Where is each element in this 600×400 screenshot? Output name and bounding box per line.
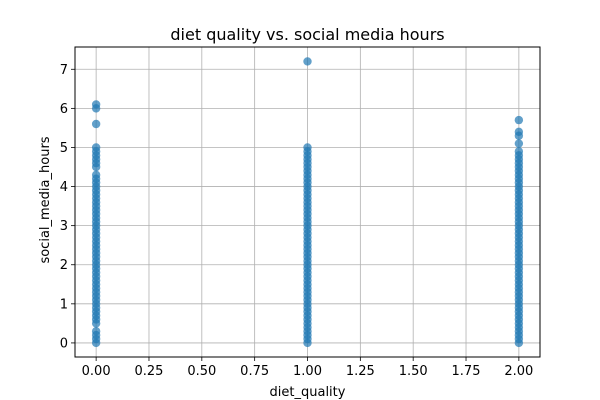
- scatter-point: [303, 57, 312, 66]
- x-axis-ticks: 0.00 0.25 0.50 0.75 1.00 1.25 1.50 1.75 2.00: [82, 357, 533, 379]
- scatter-point: [91, 100, 101, 109]
- y-tick-label: 1: [60, 297, 68, 312]
- y-tick-label: 4: [60, 180, 68, 195]
- scatter-point: [303, 143, 312, 152]
- scatter-point: [514, 115, 524, 125]
- y-tick-label: 7: [60, 63, 68, 78]
- scatter-point: [91, 170, 101, 180]
- y-tick-label: 5: [60, 141, 68, 156]
- x-tick-label: 1.00: [293, 364, 322, 379]
- x-tick-label: 0.50: [187, 364, 216, 379]
- x-tick-label: 0.00: [82, 364, 111, 379]
- scatter-point: [91, 119, 101, 129]
- x-tick-label: 1.50: [399, 364, 428, 379]
- scatter-point: [91, 326, 101, 336]
- x-axis-label: diet_quality: [270, 385, 346, 400]
- y-tick-label: 3: [60, 219, 68, 234]
- scatter-point: [91, 143, 101, 152]
- chart-title: diet quality vs. social media hours: [170, 25, 444, 44]
- x-tick-label: 0.75: [240, 364, 269, 379]
- y-tick-label: 0: [60, 336, 68, 351]
- data-points: [91, 57, 524, 348]
- x-tick-label: 0.25: [135, 364, 164, 379]
- x-tick-label: 1.25: [346, 364, 375, 379]
- y-axis-label: social_media_hours: [38, 136, 53, 263]
- scatter-point: [514, 139, 524, 148]
- y-tick-label: 2: [60, 258, 68, 273]
- scatter-point: [514, 147, 524, 156]
- y-axis-ticks: 0 1 2 3 4 5 6 7: [60, 63, 75, 351]
- scatter-point: [514, 127, 524, 137]
- y-tick-label: 6: [60, 102, 68, 117]
- x-tick-label: 2.00: [504, 364, 533, 379]
- x-tick-label: 1.75: [452, 364, 481, 379]
